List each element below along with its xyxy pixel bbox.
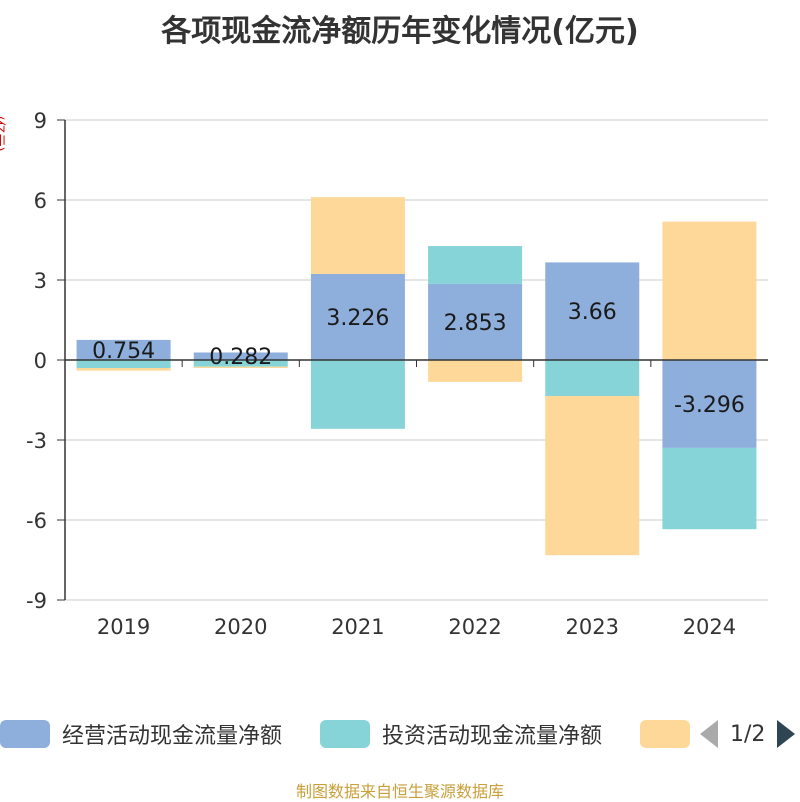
- data-label-2023: 3.66: [568, 300, 617, 325]
- bar-2021-s1: [310, 360, 405, 429]
- y-tick-label: 6: [34, 189, 47, 213]
- bar-2019-s0: [76, 339, 171, 360]
- y-tick-label: 0: [34, 349, 47, 373]
- bar-2023-s1: [545, 360, 640, 396]
- y-tick-label: -3: [26, 429, 47, 453]
- bar-2023-s2: [545, 396, 640, 556]
- y-axis-unit-label: (亿元): [0, 115, 6, 152]
- bar-2019-s1: [76, 360, 171, 368]
- legend-item-investing[interactable]: 投资活动现金流量净额: [320, 716, 602, 752]
- data-label-2019: 0.754: [92, 339, 155, 364]
- y-tick-label: -6: [26, 509, 47, 533]
- bar-2020-s2: [193, 366, 288, 368]
- bar-series: [76, 197, 757, 556]
- data-label-2022: 2.853: [444, 311, 507, 336]
- data-label-2021: 3.226: [326, 306, 389, 331]
- x-tick-label: 2024: [683, 615, 736, 639]
- x-tick-label: 2022: [448, 615, 501, 639]
- data-labels: 0.754 0.282 3.226 2.853 3.66 -3.296: [92, 300, 745, 418]
- next-page-icon[interactable]: [777, 720, 796, 748]
- legend-swatch-investing: [320, 720, 370, 748]
- legend-page-indicator: 1/2: [730, 721, 766, 747]
- bar-2021-s2: [310, 197, 405, 274]
- legend: 经营活动现金流量净额 投资活动现金流量净额 1/2: [0, 716, 800, 752]
- bar-2020-s0: [193, 352, 288, 360]
- tick-labels: 9 6 3 0 -3 -6 -9 2019 2020 2021 2022 2023 2024: [26, 109, 736, 639]
- bar-2022-s1: [428, 246, 523, 284]
- prev-page-icon[interactable]: [700, 720, 718, 748]
- bar-2019-s2: [76, 368, 171, 371]
- legend-item-operating[interactable]: 经营活动现金流量净额: [0, 716, 282, 752]
- legend-label-operating: 经营活动现金流量净额: [62, 724, 283, 749]
- bar-2024-s2: [662, 221, 757, 360]
- y-tick-label: 9: [34, 109, 47, 133]
- source-footer: 制图数据来自恒生聚源数据库: [295, 782, 504, 801]
- x-tick-label: 2019: [97, 615, 150, 639]
- x-tick-label: 2021: [331, 615, 384, 639]
- grid-lines: [65, 119, 768, 601]
- bar-2024-s1: [662, 447, 757, 530]
- bar-2024-s0: [662, 360, 757, 448]
- x-tick-label: 2020: [214, 615, 267, 639]
- bar-2022-s0: [428, 283, 523, 360]
- y-tick-label: -9: [26, 589, 47, 613]
- chart-title: 各项现金流净额历年变化情况(亿元): [161, 14, 639, 49]
- y-tick-label: 3: [34, 269, 47, 293]
- bar-2021-s0: [310, 273, 405, 360]
- axes: [57, 119, 768, 601]
- bar-chart: 9 6 3 0 -3 -6 -9 2019 2020 2021 2022 2023 2024 0.754…: [26, 109, 768, 639]
- legend-swatch-third: [640, 720, 690, 748]
- bar-2022-s2: [428, 360, 523, 382]
- data-label-2020: 0.282: [209, 345, 272, 370]
- legend-pager: 1/2: [700, 716, 796, 752]
- legend-item-third[interactable]: [640, 716, 690, 752]
- x-tick-label: 2023: [566, 615, 619, 639]
- data-label-2024: -3.296: [674, 393, 745, 418]
- bar-2023-s0: [545, 262, 640, 360]
- bar-2020-s1: [193, 360, 288, 367]
- legend-swatch-operating: [0, 720, 50, 748]
- legend-label-investing: 投资活动现金流量净额: [382, 724, 603, 749]
